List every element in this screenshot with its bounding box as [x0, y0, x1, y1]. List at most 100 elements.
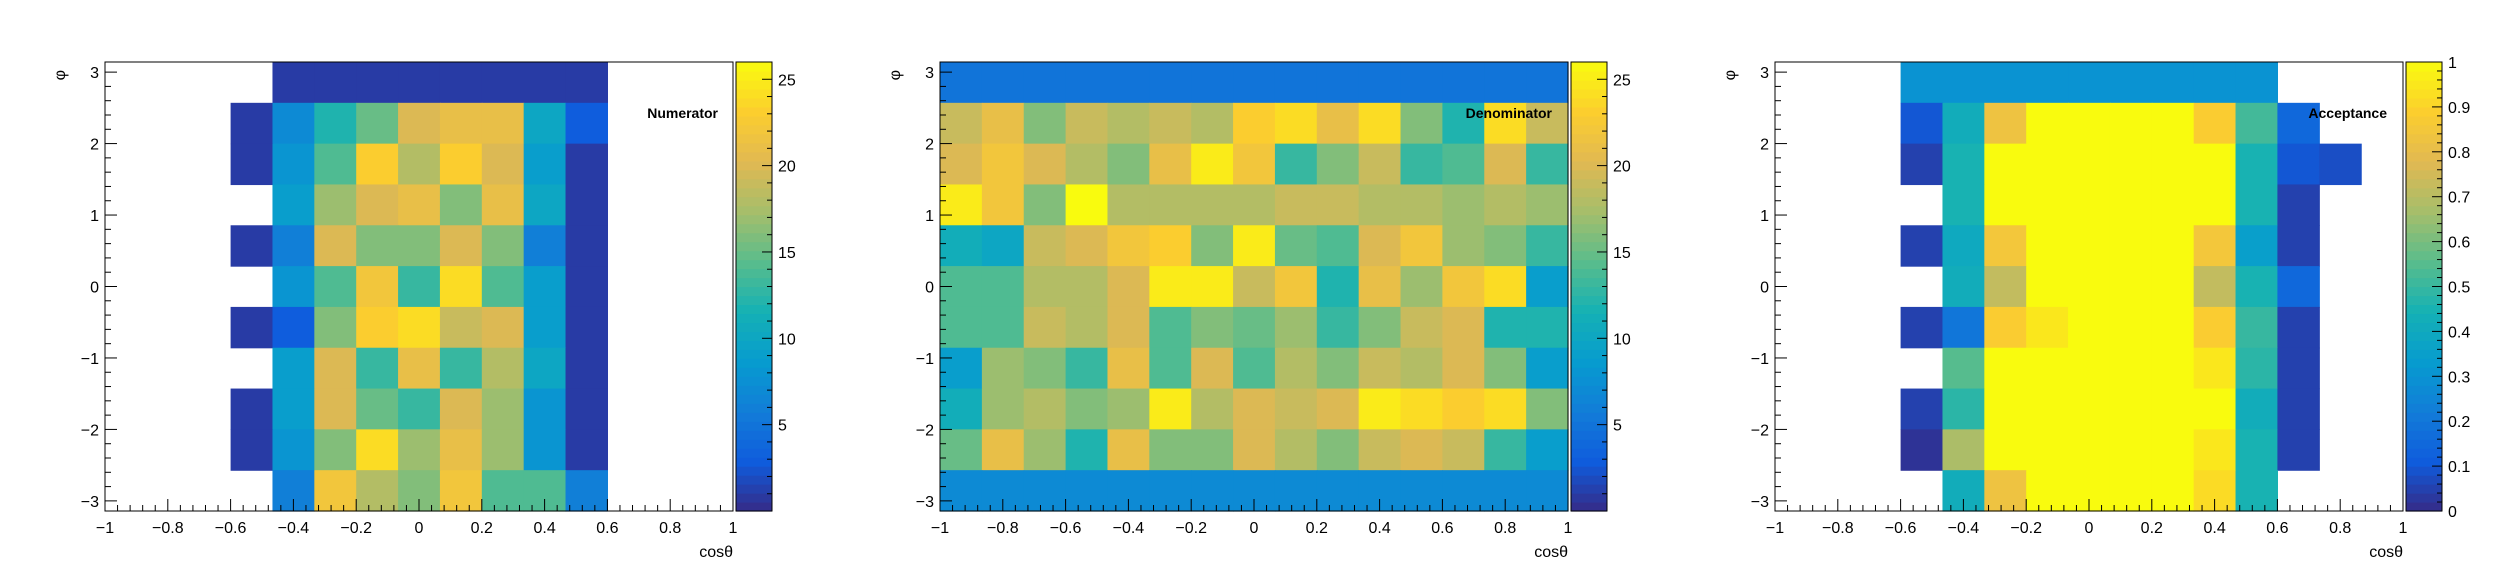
- colorbar-segment: [1571, 421, 1607, 431]
- heatmap-cell: [2277, 306, 2320, 349]
- heatmap-cell: [2109, 266, 2153, 308]
- heatmap-cell: [230, 225, 274, 267]
- heatmap-cell: [1149, 429, 1192, 471]
- heatmap-cell: [1442, 306, 1485, 349]
- heatmap-cell: [565, 143, 608, 186]
- heatmap-cell: [1191, 225, 1234, 267]
- colorbar-segment: [736, 421, 772, 431]
- colorbar-segment: [1571, 502, 1607, 512]
- colorbar-segment: [736, 457, 772, 467]
- colorbar-segment: [1571, 493, 1607, 503]
- heatmap-cell: [2235, 347, 2278, 390]
- colorbar-segment: [2406, 62, 2442, 72]
- colorbar-segment: [2406, 376, 2442, 386]
- heatmap-cell: [1942, 184, 1985, 226]
- heatmap-cell: [2193, 429, 2237, 471]
- heatmap-cell: [356, 102, 399, 145]
- heatmap-cell: [1149, 388, 1192, 430]
- x-tick-label: −0.2: [2010, 520, 2042, 537]
- heatmap-cell: [356, 347, 399, 390]
- heatmap-cell: [1984, 102, 2027, 145]
- colorbar-segment: [1571, 403, 1607, 413]
- heatmap-cell: [1358, 62, 1402, 104]
- colorbar-segment: [736, 466, 772, 476]
- heatmap-cell: [2235, 429, 2278, 471]
- colorbar-segment: [2406, 151, 2442, 162]
- x-tick-label: −0.6: [215, 520, 247, 537]
- heatmap-cell: [1065, 306, 1109, 349]
- y-tick-label: −1: [916, 351, 934, 368]
- y-tick-label: 3: [925, 65, 934, 82]
- panel-title: Denominator: [1466, 105, 1553, 121]
- heatmap-cell: [2277, 184, 2320, 226]
- heatmap-cell: [940, 62, 983, 104]
- colorbar-segment: [736, 187, 772, 198]
- heatmap-cell: [1274, 306, 1318, 349]
- heatmap-cell: [439, 102, 483, 145]
- colorbar-segment: [1571, 295, 1607, 306]
- x-axis-label: cosθ: [2369, 544, 2403, 561]
- heatmap-cell: [1526, 184, 1569, 226]
- heatmap-cell: [230, 102, 274, 145]
- heatmap-cell: [565, 470, 608, 512]
- colorbar-segment: [736, 88, 772, 99]
- heatmap-cell: [1400, 184, 1443, 226]
- heatmap-cell: [2151, 266, 2195, 308]
- x-tick-label: 0.2: [2141, 520, 2163, 537]
- colorbar-segment: [736, 403, 772, 413]
- heatmap-cell: [940, 470, 983, 512]
- heatmap-cell: [314, 184, 357, 226]
- colorbar-segment: [2406, 358, 2442, 368]
- heatmap-cell: [981, 388, 1025, 430]
- heatmap-cell: [356, 266, 399, 308]
- colorbar-segment: [2406, 295, 2442, 306]
- colorbar-segment: [1571, 331, 1607, 341]
- heatmap-cell: [2151, 470, 2195, 512]
- heatmap-cell: [523, 62, 567, 104]
- heatmap-cell: [481, 347, 525, 390]
- heatmap-cell: [439, 429, 483, 471]
- heatmap-cell: [2109, 102, 2153, 145]
- heatmap-cell: [2151, 347, 2195, 390]
- colorbar-segment: [1571, 448, 1607, 458]
- heatmap-cell: [1233, 184, 1276, 226]
- heatmap-cell: [523, 347, 567, 390]
- colorbar-segment: [1571, 241, 1607, 252]
- heatmap-cell: [1274, 184, 1318, 226]
- heatmap-cell: [1149, 470, 1192, 512]
- heatmap-cell: [2193, 143, 2237, 186]
- heatmap-cell: [2068, 266, 2111, 308]
- heatmap-cell: [2235, 62, 2278, 104]
- heatmap-cell: [1358, 306, 1402, 349]
- colorbar-tick-label: 0.2: [2448, 414, 2470, 431]
- heatmap-cell: [1023, 306, 1067, 349]
- colorbar-segment: [2406, 268, 2442, 279]
- colorbar-segment: [2406, 313, 2442, 324]
- heatmap-cell: [2151, 143, 2195, 186]
- heatmap-cell: [1149, 62, 1192, 104]
- heatmap-cell: [356, 429, 399, 471]
- colorbar-segment: [736, 124, 772, 135]
- heatmap-cell: [1191, 429, 1234, 471]
- heatmap-cell: [481, 266, 525, 308]
- heatmap-cell: [2235, 306, 2278, 349]
- heatmap-cell: [439, 184, 483, 226]
- x-tick-label: −0.4: [1948, 520, 1980, 537]
- heatmap-cell: [439, 62, 483, 104]
- heatmap-cell: [2277, 143, 2320, 186]
- heatmap-cell: [2109, 388, 2153, 430]
- colorbar-tick-label: 0.3: [2448, 369, 2470, 386]
- heatmap-cell: [1316, 143, 1360, 186]
- heatmap-cell: [1107, 306, 1150, 349]
- heatmap-cell: [1442, 266, 1485, 308]
- heatmap-cell: [1484, 429, 1527, 471]
- colorbar-segment: [2406, 70, 2442, 81]
- colorbar-segment: [1571, 358, 1607, 368]
- heatmap-cell: [1107, 388, 1150, 430]
- heatmap-cell: [2235, 184, 2278, 226]
- heatmap-cell: [1233, 143, 1276, 186]
- heatmap-cell: [1065, 388, 1109, 430]
- heatmap-cell: [314, 388, 357, 430]
- heatmap-cell: [2193, 388, 2237, 430]
